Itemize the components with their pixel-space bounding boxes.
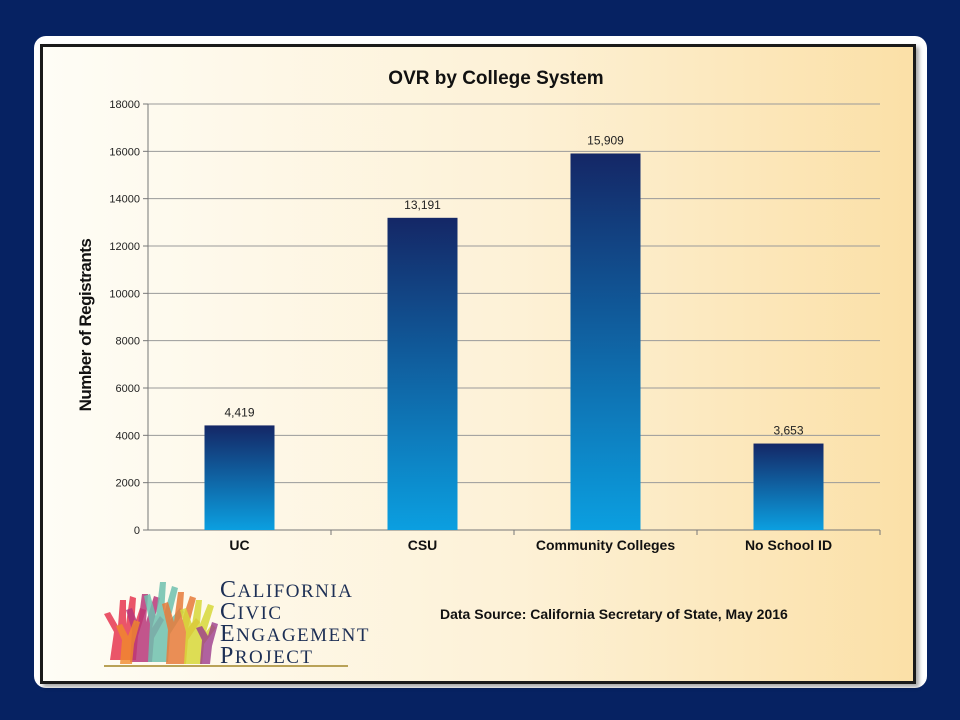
hands-logo-icon	[104, 582, 218, 664]
logo-line: ENGAGEMENT	[220, 621, 370, 647]
y-tick-label: 2000	[116, 478, 140, 490]
logo-line: CIVIC	[220, 599, 283, 625]
y-tick-label: 10000	[109, 288, 140, 300]
logo-line: PROJECT	[220, 643, 314, 669]
y-tick-label: 14000	[109, 194, 140, 206]
chart-panel	[40, 44, 916, 684]
bar	[753, 443, 824, 530]
y-tick-label: 8000	[116, 336, 140, 348]
bar	[204, 425, 275, 530]
y-tick-label: 0	[134, 525, 140, 537]
data-source-note: Data Source: California Secretary of Sta…	[440, 606, 788, 622]
bar	[387, 217, 458, 531]
bar	[570, 153, 641, 530]
x-tick-label: CSU	[408, 537, 438, 553]
x-tick-label: UC	[229, 537, 249, 553]
data-label: 4,419	[224, 405, 254, 419]
chart-title: OVR by College System	[388, 68, 603, 89]
y-axis-label: Number of Registrants	[76, 239, 95, 412]
y-tick-label: 12000	[109, 241, 140, 253]
y-tick-label: 16000	[109, 146, 140, 158]
y-tick-label: 4000	[116, 430, 140, 442]
logo-wordmark: CALIFORNIA CIVIC ENGAGEMENT PROJECT	[220, 577, 370, 669]
x-tick-label: No School ID	[745, 537, 832, 553]
data-label: 15,909	[587, 133, 624, 147]
logo-underline	[104, 665, 348, 667]
logo-line: CALIFORNIA	[220, 577, 354, 603]
y-tick-label: 18000	[109, 99, 140, 111]
data-label: 13,191	[404, 198, 441, 212]
data-label: 3,653	[773, 424, 803, 438]
y-tick-label: 6000	[116, 383, 140, 395]
x-tick-label: Community Colleges	[536, 537, 675, 553]
